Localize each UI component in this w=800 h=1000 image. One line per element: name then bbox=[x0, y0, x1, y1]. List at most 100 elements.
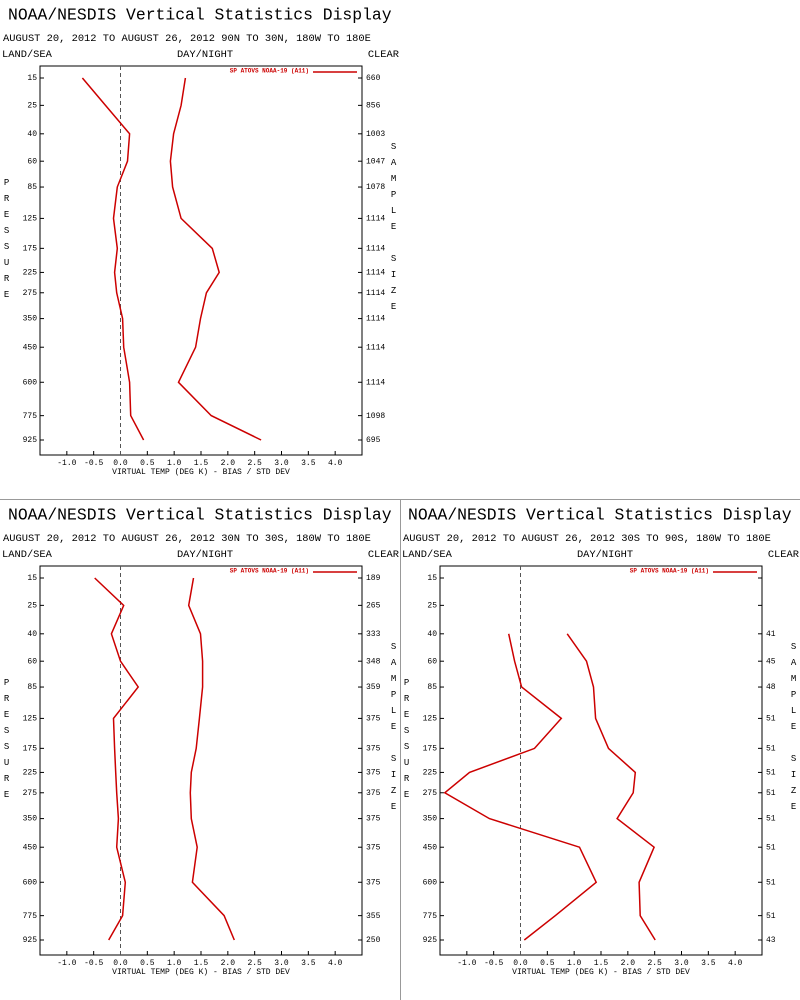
y-tick-label: 175 bbox=[423, 744, 438, 753]
sample-size-label: 856 bbox=[366, 101, 381, 110]
x-tick-label: 1.0 bbox=[167, 459, 182, 468]
plot-frame bbox=[439, 565, 763, 956]
y-tick-label: 85 bbox=[27, 183, 37, 192]
y-tick-label: 125 bbox=[423, 715, 438, 724]
x-tick-label: 3.5 bbox=[701, 959, 716, 968]
x-tick-label: 1.5 bbox=[594, 959, 609, 968]
sample-size-label: 1114 bbox=[366, 269, 385, 278]
legend-label: SP ATOVS NOAA-19 (A11) bbox=[230, 68, 309, 75]
sample-size-label: 1114 bbox=[366, 244, 385, 253]
y-tick-label: 275 bbox=[423, 789, 438, 798]
divider-v bbox=[400, 499, 401, 1000]
y-axis-label: PRESSURE bbox=[2, 178, 12, 306]
y-tick-label: 350 bbox=[23, 315, 38, 324]
sample-size-label: 41 bbox=[766, 630, 776, 639]
sample-size-label: 375 bbox=[366, 843, 381, 852]
sample-size-label: 1098 bbox=[366, 412, 385, 421]
sample-size-label: 1114 bbox=[366, 215, 385, 224]
x-axis-label: VIRTUAL TEMP (DEG K) - BIAS / STD DEV bbox=[112, 968, 290, 977]
y-tick-label: 350 bbox=[23, 815, 38, 824]
x-tick-label: -1.0 bbox=[457, 959, 476, 968]
chart-subtitle: AUGUST 20, 2012 TO AUGUST 26, 2012 30N T… bbox=[3, 533, 371, 545]
x-tick-label: 0.0 bbox=[513, 959, 528, 968]
x-tick-label: 3.5 bbox=[301, 459, 316, 468]
sample-size-label: 348 bbox=[366, 657, 381, 666]
sample-size-label: 375 bbox=[366, 715, 381, 724]
y-tick-label: 25 bbox=[427, 601, 437, 610]
sample-size-label: 375 bbox=[366, 789, 381, 798]
sample-size-label: 45 bbox=[766, 657, 776, 666]
x-tick-label: 0.5 bbox=[140, 959, 155, 968]
y-tick-label: 15 bbox=[27, 574, 37, 583]
x-tick-label: 3.5 bbox=[301, 959, 316, 968]
y-tick-label: 775 bbox=[23, 412, 38, 421]
y-tick-label: 25 bbox=[27, 101, 37, 110]
y-tick-label: 275 bbox=[23, 289, 38, 298]
sample-size-label: 695 bbox=[366, 436, 381, 445]
y-axis-label: PRESSURE bbox=[2, 678, 12, 806]
y-tick-label: 775 bbox=[23, 912, 38, 921]
sample-size-label: 51 bbox=[766, 789, 776, 798]
sample-size-label: 51 bbox=[766, 912, 776, 921]
y-tick-label: 600 bbox=[23, 378, 38, 387]
legend-label: SP ATOVS NOAA-19 (A11) bbox=[630, 568, 709, 575]
left-label: LAND/SEA bbox=[2, 49, 53, 61]
chart-panel: NOAA/NESDIS Vertical Statistics Display A… bbox=[2, 505, 399, 977]
x-tick-label: 2.5 bbox=[647, 959, 662, 968]
y-tick-label: 600 bbox=[423, 878, 438, 887]
y-tick-label: 175 bbox=[23, 244, 38, 253]
plot-frame bbox=[39, 65, 363, 456]
sample-size-label: 375 bbox=[366, 878, 381, 887]
x-tick-label: -1.0 bbox=[57, 959, 76, 968]
sample-size-label: 51 bbox=[766, 769, 776, 778]
x-tick-label: -0.5 bbox=[84, 459, 103, 468]
chart-subtitle: AUGUST 20, 2012 TO AUGUST 26, 2012 30S T… bbox=[403, 533, 771, 545]
y-tick-label: 775 bbox=[423, 912, 438, 921]
x-tick-label: 3.0 bbox=[274, 959, 289, 968]
sample-size-label: 1114 bbox=[366, 343, 385, 352]
sample-size-label: 51 bbox=[766, 878, 776, 887]
chart-title: NOAA/NESDIS Vertical Statistics Display bbox=[408, 505, 792, 524]
sample-size-label: 375 bbox=[366, 744, 381, 753]
sample-size-label: 375 bbox=[366, 815, 381, 824]
y-tick-label: 450 bbox=[23, 843, 38, 852]
y-tick-label: 225 bbox=[23, 769, 38, 778]
x-tick-label: -1.0 bbox=[57, 459, 76, 468]
bias-line bbox=[443, 633, 598, 941]
sample-size-label: 359 bbox=[366, 683, 381, 692]
x-tick-label: 0.5 bbox=[140, 459, 155, 468]
sample-size-label: 660 bbox=[366, 74, 381, 83]
x-tick-label: 2.5 bbox=[247, 459, 262, 468]
chart-subtitle: AUGUST 20, 2012 TO AUGUST 26, 2012 90N T… bbox=[3, 33, 371, 45]
sample-size-label: 1114 bbox=[366, 289, 385, 298]
y-tick-label: 925 bbox=[23, 936, 38, 945]
y2-axis-label: SAMPLE SIZE bbox=[789, 642, 799, 818]
chart-title: NOAA/NESDIS Vertical Statistics Display bbox=[8, 5, 392, 24]
y-tick-label: 40 bbox=[27, 130, 37, 139]
chart-panel: NOAA/NESDIS Vertical Statistics Display A… bbox=[2, 5, 399, 477]
chart-title: NOAA/NESDIS Vertical Statistics Display bbox=[8, 505, 392, 524]
y2-axis-label: SAMPLE SIZE bbox=[389, 142, 399, 318]
x-tick-label: 2.0 bbox=[221, 959, 236, 968]
x-tick-label: 1.0 bbox=[567, 959, 582, 968]
center-label: DAY/NIGHT bbox=[577, 549, 633, 561]
right-label: CLEAR bbox=[368, 49, 399, 61]
sample-size-label: 1114 bbox=[366, 315, 385, 324]
y-tick-label: 25 bbox=[27, 601, 37, 610]
x-tick-label: 0.0 bbox=[113, 959, 128, 968]
x-tick-label: -0.5 bbox=[484, 959, 503, 968]
x-axis-label: VIRTUAL TEMP (DEG K) - BIAS / STD DEV bbox=[512, 968, 690, 977]
center-label: DAY/NIGHT bbox=[177, 549, 233, 561]
right-label: CLEAR bbox=[768, 549, 799, 561]
y-tick-label: 85 bbox=[27, 683, 37, 692]
bias-line bbox=[94, 577, 140, 941]
y-axis-label: PRESSURE bbox=[402, 678, 412, 806]
y-tick-label: 125 bbox=[23, 715, 38, 724]
std-dev-line bbox=[566, 633, 656, 941]
y-tick-label: 225 bbox=[23, 269, 38, 278]
left-label: LAND/SEA bbox=[2, 549, 53, 561]
sample-size-label: 250 bbox=[366, 936, 381, 945]
chart-panel: NOAA/NESDIS Vertical Statistics Display A… bbox=[402, 505, 799, 977]
y-tick-label: 225 bbox=[423, 769, 438, 778]
